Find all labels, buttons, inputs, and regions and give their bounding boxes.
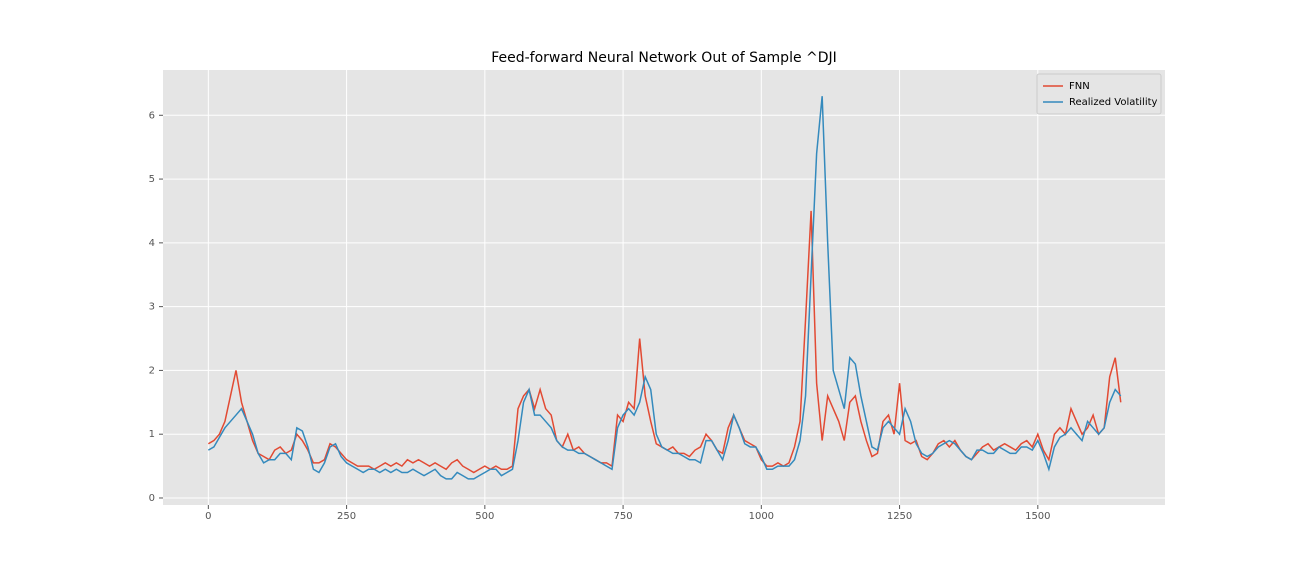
legend-label: FNN: [1069, 81, 1090, 92]
x-tick-label: 750: [614, 511, 633, 522]
y-tick-label: 5: [149, 174, 155, 185]
line-series: [207, 96, 1122, 480]
x-tick-label: 1500: [1025, 511, 1050, 522]
y-tick-label: 4: [149, 238, 155, 249]
chart-title: Feed-forward Neural Network Out of Sampl…: [491, 50, 837, 66]
x-tick-label: 500: [475, 511, 494, 522]
legend-label: Realized Volatility: [1069, 97, 1158, 108]
plot-area: [163, 70, 1165, 505]
y-tick-label: 6: [149, 110, 155, 121]
x-tick-label: 1250: [887, 511, 912, 522]
x-tick-label: 250: [337, 511, 356, 522]
y-tick-label: 0: [149, 493, 155, 504]
x-tick-label: 0: [205, 511, 211, 522]
legend-box: [1036, 73, 1162, 115]
x-tick-label: 1000: [749, 511, 774, 522]
y-tick-label: 1: [149, 429, 155, 440]
y-tick-label: 3: [149, 302, 155, 313]
y-tick-label: 2: [149, 365, 155, 376]
